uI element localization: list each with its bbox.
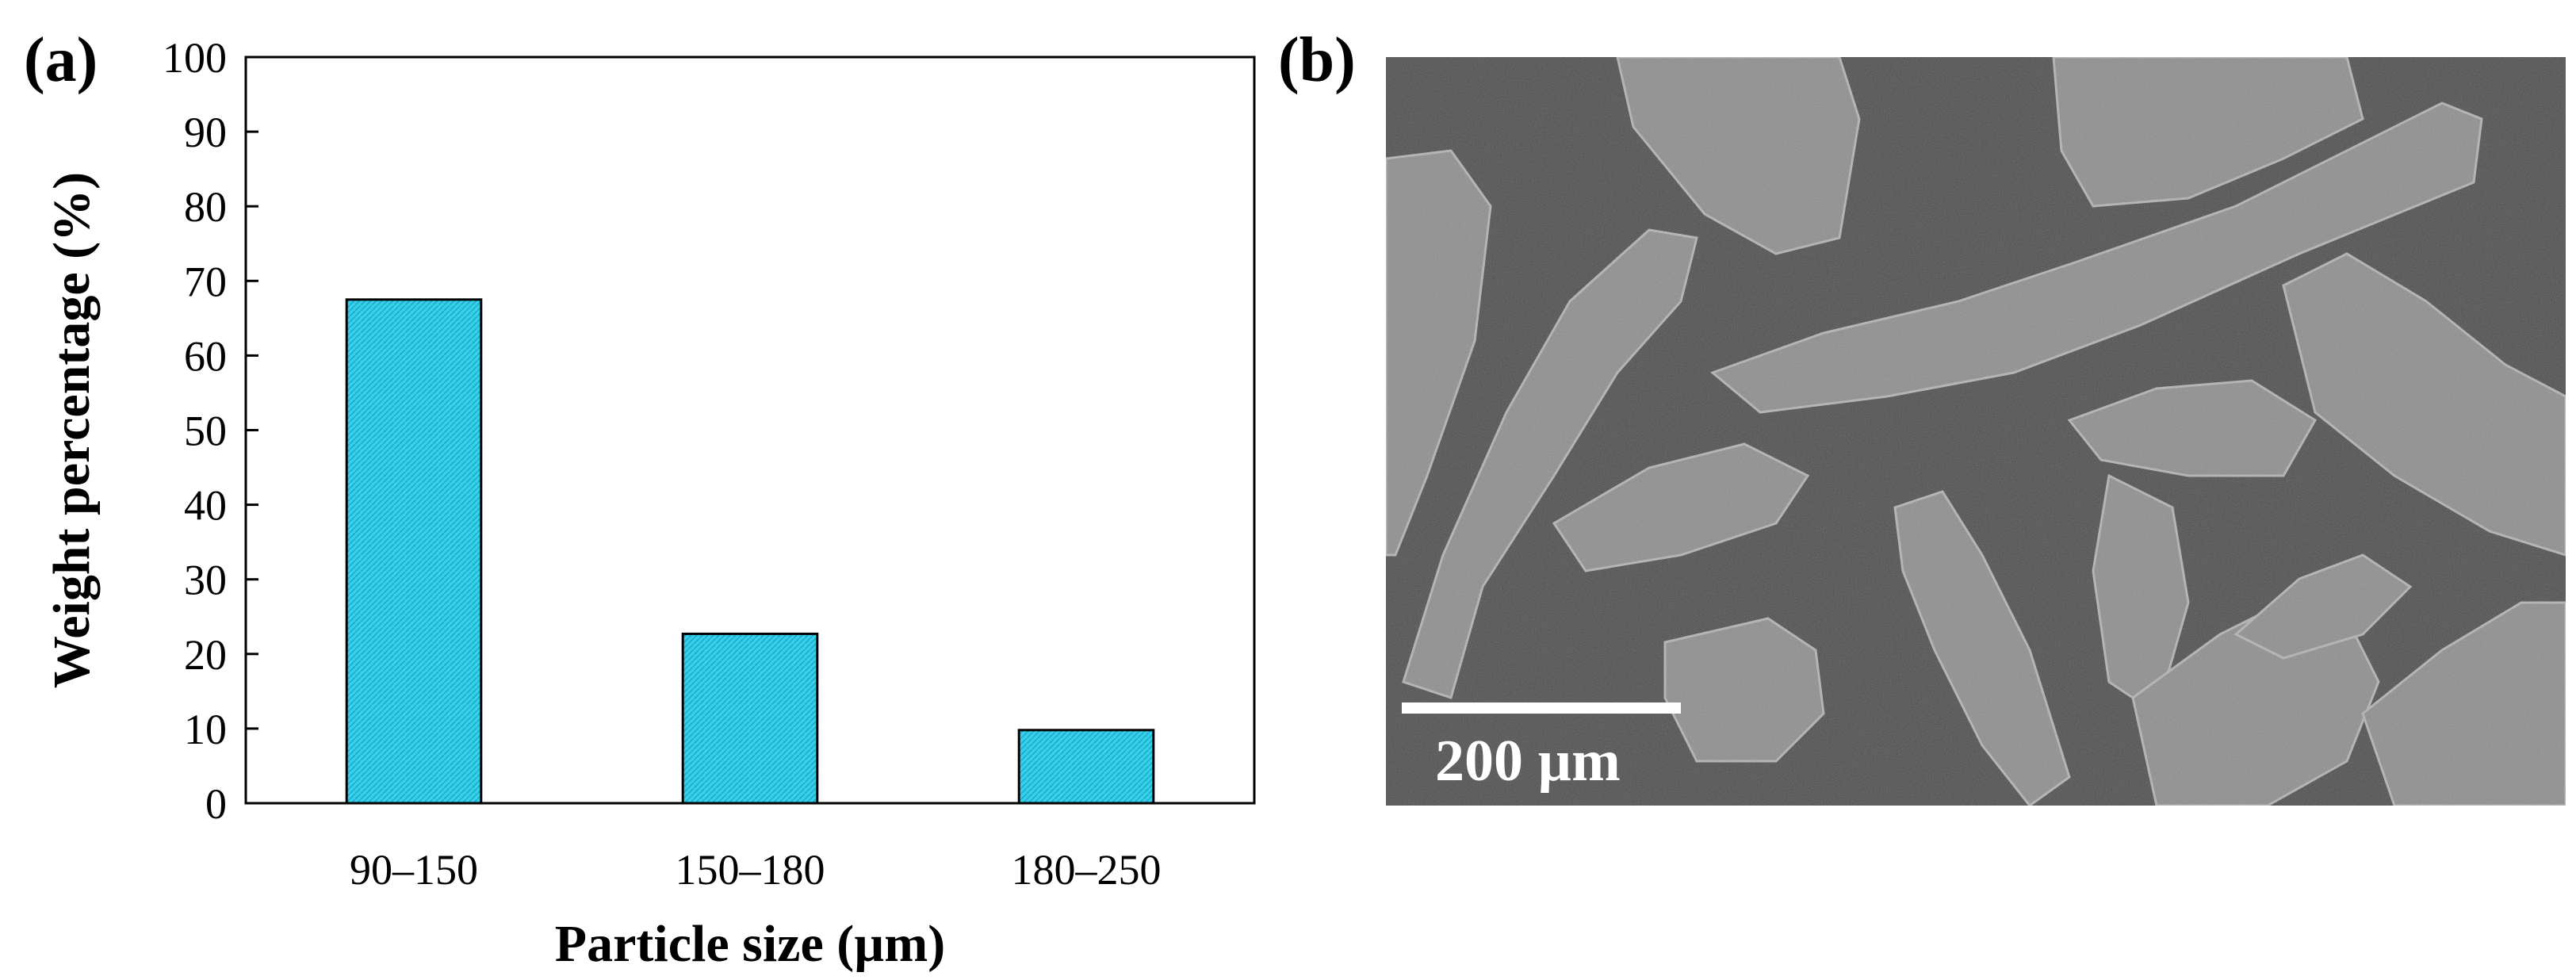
- bar-3: [1017, 729, 1155, 805]
- y-tick-label: 80: [184, 183, 227, 231]
- bar-chart: 0 10 20 30 40 50 60 70 80 90 100 90–150 150–180 180–2…: [43, 34, 1256, 973]
- y-tick-label: 50: [184, 408, 227, 455]
- bar-2: [681, 632, 819, 805]
- x-tick-label: 180–250: [1012, 846, 1162, 894]
- y-tick-label: 10: [184, 706, 227, 753]
- x-axis-title: Particle size (µm): [555, 915, 945, 973]
- panel-a-label: (a): [24, 25, 98, 95]
- y-tick-label: 70: [184, 258, 227, 305]
- y-tick-label: 100: [163, 34, 227, 82]
- bar-1: [345, 298, 483, 805]
- y-tick-label: 40: [184, 482, 227, 530]
- sem-micrograph: 200 µm: [1386, 57, 2566, 806]
- y-tick-label: 20: [184, 631, 227, 679]
- y-axis-title: Weight percentage (%): [43, 172, 101, 688]
- scale-bar-label: 200 µm: [1435, 729, 1621, 794]
- x-tick-label: 150–180: [676, 846, 825, 894]
- y-tick-label: 30: [184, 557, 227, 604]
- y-tick-label: 0: [205, 780, 227, 828]
- panel-b-label: (b): [1278, 25, 1356, 95]
- x-tick-label: 90–150: [350, 846, 478, 894]
- y-tick-label: 60: [184, 332, 227, 380]
- scale-bar: [1402, 702, 1681, 714]
- y-tick-label: 90: [184, 109, 227, 156]
